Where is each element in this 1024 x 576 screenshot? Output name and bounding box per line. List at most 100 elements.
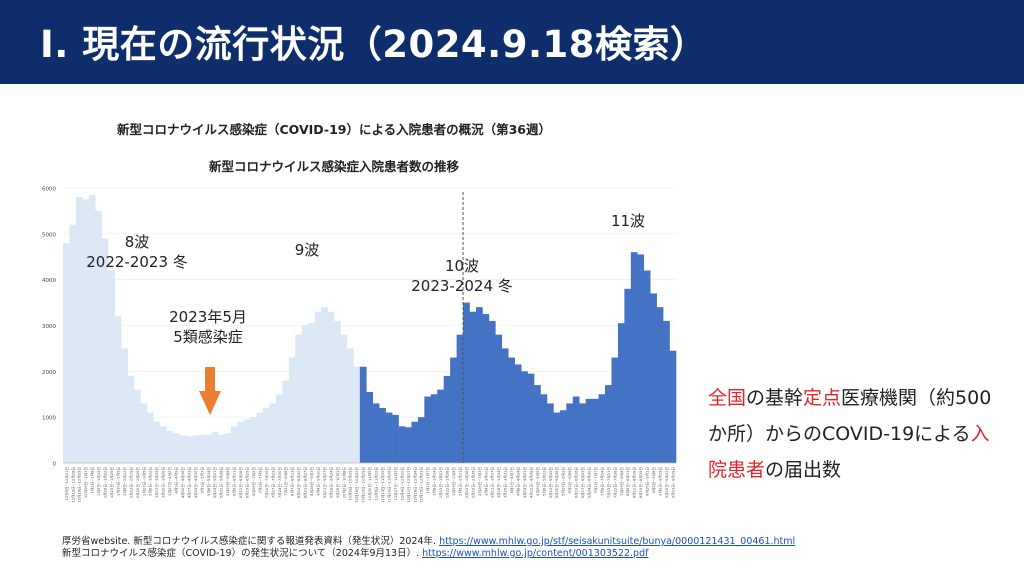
reclass-arrow-head [199,391,221,415]
x-tick-label: 9月25日~10月1日 [335,467,340,498]
x-tick-label: 6月10日~6月16日 [574,467,579,498]
bar [88,194,96,464]
bar [450,357,457,463]
bar [398,426,406,463]
annotation-wave11: 11波 [611,212,645,230]
x-tick-label: 6月24日~6月30日 [586,467,591,498]
bar [424,396,432,463]
y-tick-label: 1000 [42,416,56,422]
x-tick-label: 9月23日~9月29日 [670,467,675,498]
bar [611,357,619,463]
reference-2-link[interactable]: https://www.mhlw.go.jp/content/001303522… [422,548,649,559]
y-tick-label: 2000 [42,370,56,376]
x-tick-label: 8月7日~8月13日 [290,467,295,496]
bar [546,403,554,463]
footer-references: 厚労省website. 新型コロナウイルス感染症に関する報道発表資料（発生状況）… [62,536,1012,560]
annotation-reclass: 5類感染症 [173,328,243,346]
x-tick-label: 7月31日~8月6日 [283,467,288,496]
x-tick-label: 4月29日~5月5日 [535,467,540,496]
bar [353,366,361,463]
side-note-text-a: の基幹 [746,387,804,409]
chart-subtitle: 新型コロナウイルス感染症入院患者数の推移 [209,159,460,174]
x-tick-label: 11月20日~11月26日 [386,467,391,503]
bar [456,334,464,463]
reclass-arrow-shaft [205,367,215,393]
x-tick-label: 2月5日~2月11日 [457,467,462,496]
bar [514,364,522,463]
bar [224,433,232,463]
x-tick-label: 5月8日~5月14日 [206,467,211,496]
reference-line-1: 厚労省website. 新型コロナウイルス感染症に関する報道発表資料（発生状況）… [62,536,1012,548]
x-tick-label: 4月15日~4月21日 [522,467,527,498]
bar [69,224,77,463]
bar [321,307,328,463]
title-bar: I. 現在の流行状況（2024.9.18検索） [0,0,1024,84]
x-tick-label: 9月16日~9月22日 [664,467,669,498]
x-tick-label: 10月23日~10月29日 [361,467,366,503]
x-tick-label: 9月18日~9月24日 [328,467,333,498]
x-tick-label: 12月26日~1月1日 [83,467,88,498]
x-tick-label: 10月16日~10月22日 [354,467,359,503]
x-tick-label: 3月11日~3月17日 [490,467,495,498]
reference-1-link[interactable]: https://www.mhlw.go.jp/stf/seisakunitsui… [439,536,796,547]
bar [250,417,257,463]
x-tick-label: 2月13日~2月19日 [128,467,133,498]
bar [230,426,238,463]
bar [153,421,161,463]
bar [198,434,206,463]
bar [192,435,199,463]
bar [430,394,438,463]
bar [553,412,561,463]
x-tick-label: 9月4日~9月10日 [315,467,320,496]
y-tick-label: 6000 [42,187,56,193]
x-tick-label: 5月6日~5月12日 [541,467,546,496]
annotation-reclass: 2023年5月 [169,308,247,326]
bar [346,348,354,463]
x-tick-label: 3月6日~3月12日 [148,467,153,496]
x-tick-label: 1月30日~2月5日 [115,467,120,496]
annotation-wave8: 8波 [125,233,150,251]
x-tick-label: 6月3日~6月9日 [567,467,572,494]
reference-2-text: 新型コロナウイルス感染症（COVID-19）の発生状況について（2024年9月1… [62,548,423,559]
bar [204,434,212,463]
x-tick-label: 7月22日~7月28日 [612,467,617,498]
bar [301,325,309,463]
chart-title: 新型コロナウイルス感染症（COVID-19）による入院患者の概況（第36週） [117,122,551,137]
x-tick-label: 4月10日~4月16日 [180,467,185,498]
y-tick-label: 0 [53,462,57,468]
bar [95,210,103,463]
x-tick-label: 9月2日~9月8日 [651,467,656,494]
bar [495,334,503,463]
x-tick-label: 9月9日~9月15日 [657,467,662,496]
bar [211,431,219,463]
bar [404,427,412,463]
bar [127,375,135,463]
x-tick-label: 7月3日~7月9日 [257,467,262,494]
x-tick-label: 1月15日~1月21日 [438,467,443,498]
bar [482,314,490,463]
x-tick-label: 12月11日~12月17日 [406,467,411,503]
bar [334,320,341,463]
bar [159,426,167,463]
bar [75,197,83,464]
x-tick-label: 8月14日~8月20日 [296,467,301,498]
bar [624,288,632,463]
bar [82,199,90,463]
bar [650,293,657,463]
x-tick-label: 4月8日~4月14日 [516,467,521,496]
bar [217,434,225,463]
x-tick-label: 5月20日~5月26日 [554,467,559,498]
bar [656,307,664,463]
x-tick-label: 5月22日~5月28日 [219,467,224,498]
x-tick-label: 6月17日~6月23日 [580,467,585,498]
bar [275,394,283,463]
bar [579,403,586,463]
bar [372,403,380,463]
bar [327,311,335,463]
x-tick-label: 7月1日~7月7日 [593,467,598,494]
x-tick-label: 12月18日~12月24日 [412,467,417,503]
bar [488,320,496,463]
page-title: I. 現在の流行状況（2024.9.18検索） [40,23,708,66]
bar [527,373,535,464]
annotation-wave9: 9波 [295,241,320,259]
